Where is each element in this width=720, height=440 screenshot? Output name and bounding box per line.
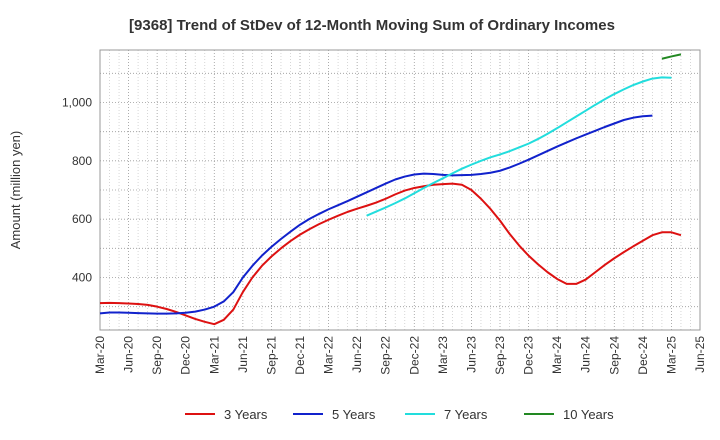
series-line-7-years (366, 76, 672, 217)
x-tick-label: Sep-24 (607, 336, 621, 375)
x-axis: Mar-20 Jun-20 Sep-20 Dec-20 Mar-21 Jun-21 Sep-… (93, 336, 707, 375)
y-axis: 400 600 800 1,000 (62, 96, 92, 285)
x-tick-label: Mar-21 (207, 336, 221, 374)
series-lines (99, 53, 682, 326)
x-tick-label: Sep-22 (379, 336, 393, 375)
legend-label: 5 Years (332, 407, 376, 422)
chart-title: [9368] Trend of StDev of 12-Month Moving… (129, 17, 615, 34)
plot-frame (99, 49, 701, 331)
x-tick-label: Mar-23 (436, 336, 450, 374)
y-tick-label: 600 (72, 212, 92, 226)
x-tick-label: Dec-24 (636, 336, 650, 375)
x-tick-label: Jun-20 (122, 336, 136, 373)
x-tick-label: Jun-22 (350, 336, 364, 373)
x-tick-label: Mar-22 (322, 336, 336, 374)
x-tick-label: Dec-23 (522, 336, 536, 375)
legend: 3 Years 5 Years 7 Years 10 Years (185, 407, 614, 422)
series-line-3-years (99, 182, 682, 326)
x-tick-label: Sep-23 (493, 336, 507, 375)
x-tick-label: Jun-23 (464, 336, 478, 373)
legend-label: 7 Years (444, 407, 488, 422)
x-tick-label: Jun-24 (579, 336, 593, 373)
x-tick-label: Dec-21 (293, 336, 307, 375)
y-tick-label: 1,000 (62, 96, 92, 110)
y-axis-label: Amount (million yen) (8, 131, 23, 250)
series-line-10-years (661, 53, 682, 60)
legend-label: 3 Years (224, 407, 268, 422)
x-tick-label: Jun-25 (693, 336, 707, 373)
x-tick-label: Sep-21 (264, 336, 278, 375)
grid-lines (100, 50, 700, 330)
y-tick-label: 800 (72, 154, 92, 168)
y-tick-label: 400 (72, 271, 92, 285)
x-tick-label: Sep-20 (150, 336, 164, 375)
x-tick-label: Jun-21 (236, 336, 250, 373)
x-tick-label: Dec-22 (407, 336, 421, 375)
series-line-5-years (99, 114, 653, 315)
x-tick-label: Dec-20 (179, 336, 193, 375)
legend-label: 10 Years (563, 407, 614, 422)
x-tick-label: Mar-24 (550, 336, 564, 374)
x-tick-label: Mar-25 (664, 336, 678, 374)
x-tick-label: Mar-20 (93, 336, 107, 374)
